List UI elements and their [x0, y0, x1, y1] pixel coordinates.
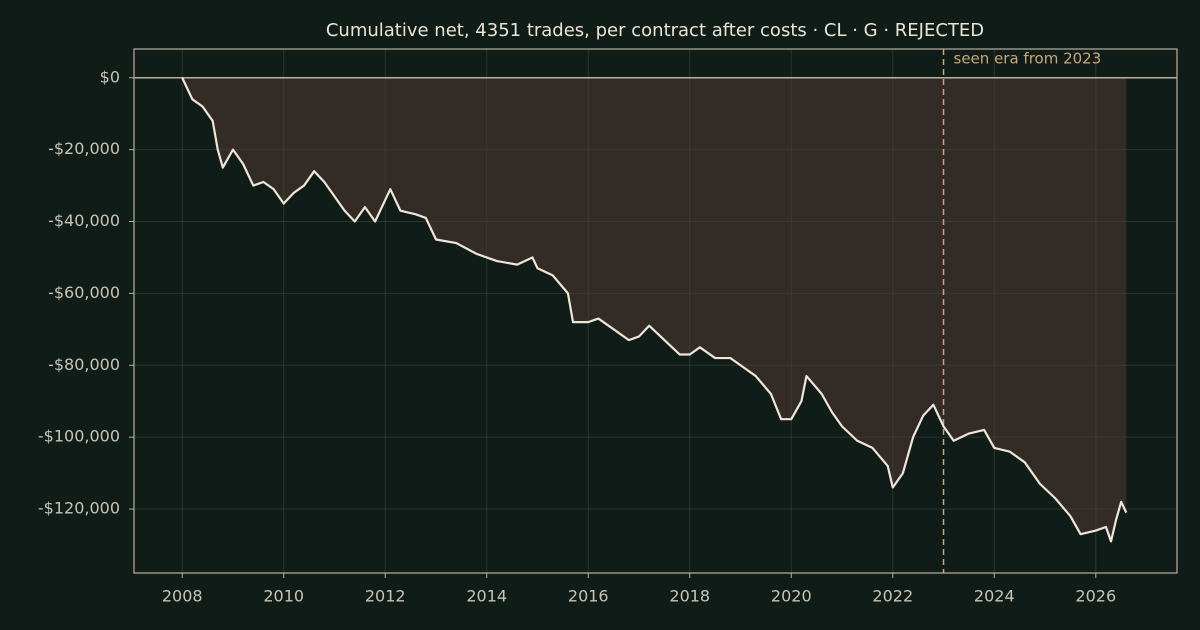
x-tick-label: 2012 [365, 587, 406, 606]
x-tick-label: 2010 [263, 587, 304, 606]
x-tick-label: 2022 [872, 587, 913, 606]
x-tick-label: 2016 [568, 587, 609, 606]
x-tick-label: 2008 [162, 587, 203, 606]
annotation: seen era from 2023 [954, 50, 1102, 68]
y-tick-label: -$40,000 [48, 211, 120, 230]
x-tick-label: 2020 [771, 587, 812, 606]
area [182, 77, 1127, 542]
line [181, 77, 1128, 543]
x-tick-label: 2024 [974, 587, 1015, 606]
plot-frame [133, 48, 1178, 574]
y-tick-label: -$100,000 [38, 427, 120, 446]
x-tick-label: 2026 [1075, 587, 1116, 606]
y-tick-label: -$60,000 [48, 283, 120, 302]
y-tick-label: -$80,000 [48, 355, 120, 374]
x-tick-label: 2018 [669, 587, 710, 606]
chart-title: Cumulative net, 4351 trades, per contrac… [326, 20, 984, 41]
y-tick-label: -$20,000 [48, 139, 120, 158]
y-tick-label: $0 [100, 67, 120, 86]
y-tick-label: -$120,000 [38, 499, 120, 518]
x-tick-label: 2014 [466, 587, 507, 606]
